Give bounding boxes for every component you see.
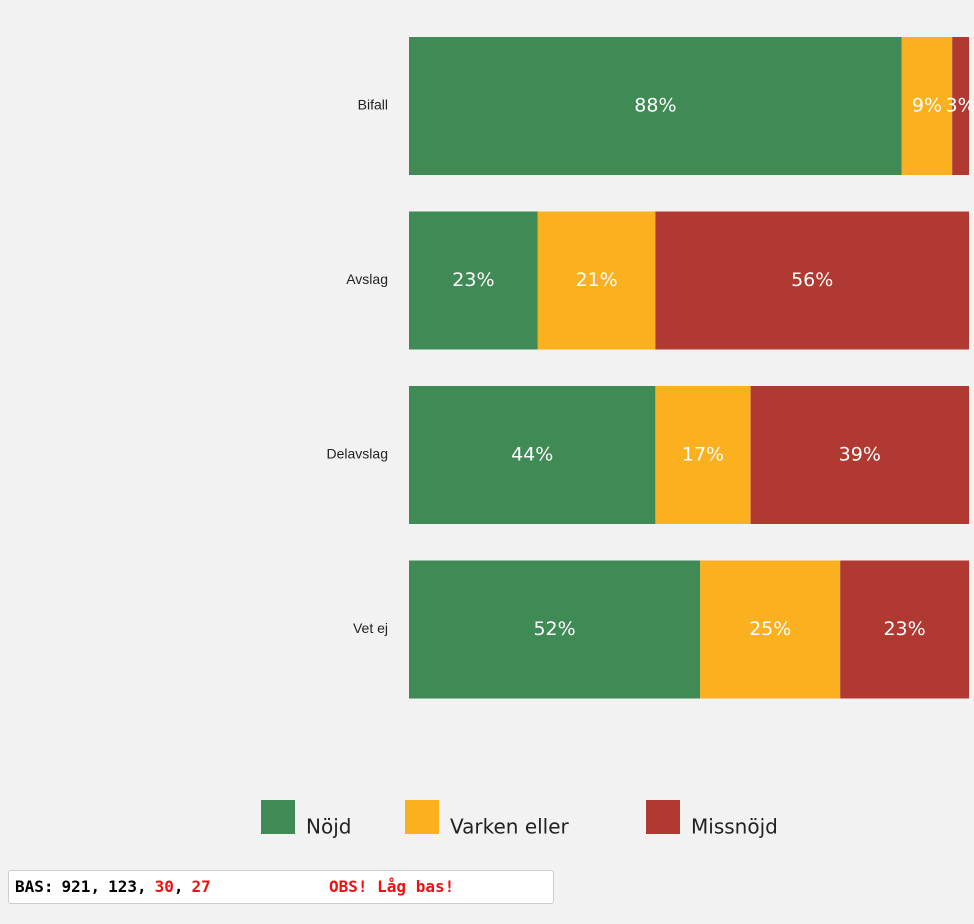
category-label: Delavslag [327,446,388,462]
legend-swatch [646,800,680,834]
bar-segment [655,386,751,524]
base-value: 921 [62,877,101,896]
base-footer: BAS: 921 123 30 27 OBS! Låg bas! [8,870,554,904]
value-label: 44% [511,444,553,466]
value-label: 23% [883,618,925,640]
bar-segment [840,560,969,699]
bar-segment [409,211,538,350]
value-label: 17% [682,444,724,466]
legend-label: Nöjd [306,815,351,839]
base-label: BAS: [15,877,54,896]
value-label: 9% [912,95,942,117]
legend-label: Missnöjd [691,815,778,839]
bar-segment [700,560,841,699]
bar-segment [750,386,969,524]
bar-segment [409,560,701,699]
value-label: 3% [946,95,974,117]
category-label: Avslag [346,271,388,287]
bar-segment [537,211,656,350]
bar-segment [409,386,656,524]
value-label: 56% [791,269,833,291]
value-label: 52% [533,618,575,640]
bar-segment [952,37,969,175]
chart: Bifall 88% 9% 3% Avslag 23% 21% 56% Delavslag 44%… [261,37,974,839]
legend-label: Varken eller [450,815,570,839]
category-label: Bifall [358,97,388,113]
bar-segment [655,211,969,350]
low-base-warning: OBS! Låg bas! [329,877,455,896]
bar-segment [901,37,953,175]
bar-segment [409,37,902,175]
legend-swatch [405,800,439,834]
base-value: 27 [191,877,211,896]
value-label: 88% [634,95,676,117]
base-value: 30 [155,877,184,896]
value-label: 21% [575,269,617,291]
category-label: Vet ej [353,620,388,636]
value-label: 23% [452,269,494,291]
value-label: 25% [749,618,791,640]
legend-swatch [261,800,295,834]
base-value: 123 [108,877,147,896]
value-label: 39% [839,444,881,466]
